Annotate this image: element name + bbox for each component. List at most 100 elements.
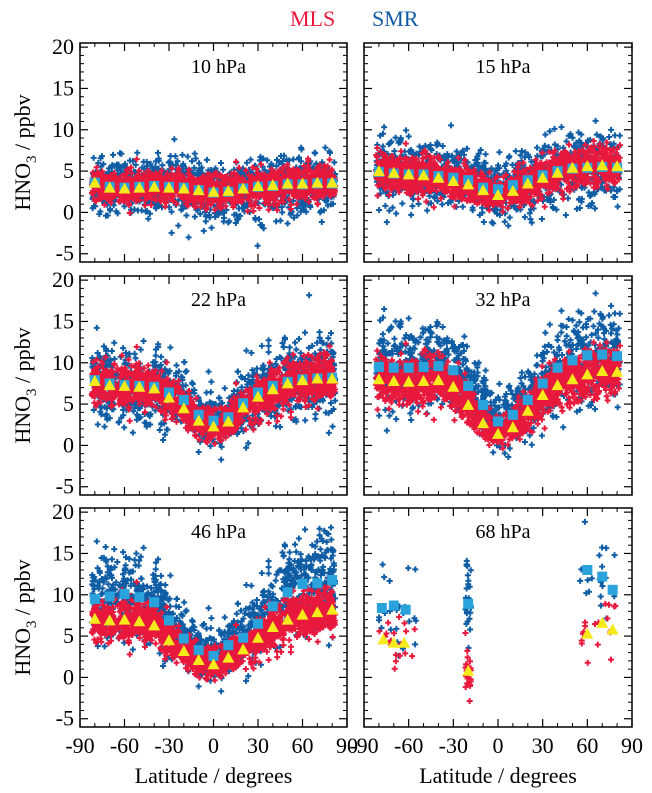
y-axis-title: HNO3 / ppbv (10, 94, 40, 210)
smr-point (194, 206, 201, 213)
mls-point (168, 165, 175, 172)
smr-point (597, 133, 604, 140)
mls-point (280, 190, 287, 197)
smr-point (290, 214, 297, 221)
mls-point (175, 170, 182, 177)
mls-point (538, 195, 545, 202)
mls-point (157, 198, 164, 205)
smr-point (179, 151, 186, 158)
smr-point (317, 209, 324, 216)
smr-point (284, 220, 291, 227)
smr-point (172, 153, 179, 160)
mls-mean-marker (296, 177, 309, 189)
smr-point (126, 157, 133, 164)
smr-point (116, 150, 123, 157)
smr-point (549, 204, 556, 211)
smr-point (399, 200, 406, 207)
smr-point (203, 156, 210, 163)
smr-point (256, 157, 263, 164)
mls-point (452, 195, 459, 202)
smr-point (232, 219, 239, 226)
smr-point (482, 151, 489, 158)
smr-point (409, 203, 416, 210)
smr-point (302, 202, 309, 209)
legend: MLS SMR (290, 6, 419, 31)
smr-point (134, 207, 141, 214)
smr-point (183, 212, 190, 219)
mls-point (272, 197, 279, 204)
smr-point (405, 133, 412, 140)
smr-point (142, 208, 149, 215)
smr-point (196, 160, 203, 167)
mls-point (186, 172, 193, 179)
smr-point (90, 154, 97, 161)
smr-point (573, 139, 580, 146)
mls-point (301, 195, 308, 202)
smr-point (562, 212, 569, 219)
mls-point (384, 154, 391, 161)
mls-point (294, 171, 301, 178)
plot-area (372, 117, 624, 229)
smr-point (235, 215, 242, 222)
smr-point (233, 211, 240, 218)
smr-point (235, 205, 242, 212)
smr-point (145, 215, 152, 222)
mls-point (256, 204, 263, 211)
smr-point (102, 212, 109, 219)
mls-point (551, 147, 558, 154)
smr-point (441, 154, 448, 161)
smr-point (191, 164, 198, 171)
mls-point (121, 177, 128, 184)
mls-point (211, 206, 218, 213)
mls-point (101, 201, 108, 208)
smr-point (290, 156, 297, 163)
smr-point (565, 132, 572, 139)
mls-point (236, 164, 243, 171)
smr-point (326, 148, 333, 155)
mls-point (262, 191, 269, 198)
panel-pressure-label: 10 hPa (191, 56, 246, 78)
smr-point (89, 205, 96, 212)
smr-point (389, 204, 396, 211)
mls-mean-marker (237, 182, 250, 194)
smr-point (155, 165, 162, 172)
mls-mean-marker (192, 184, 205, 196)
smr-point (318, 219, 325, 226)
smr-point (140, 158, 147, 165)
smr-point (526, 210, 533, 217)
mls-point (296, 194, 303, 201)
smr-point (200, 227, 207, 234)
mls-point (256, 173, 263, 180)
smr-point (286, 157, 293, 164)
smr-point (558, 124, 565, 131)
smr-point (464, 145, 471, 152)
mls-point (304, 168, 311, 175)
mls-point (230, 178, 237, 185)
smr-point (243, 159, 250, 166)
smr-point (386, 207, 393, 214)
mls-point (268, 166, 275, 173)
mls-point (158, 167, 165, 174)
mls-point (89, 189, 96, 196)
smr-point (295, 156, 302, 163)
mls-point (145, 189, 152, 196)
mls-point (173, 200, 180, 207)
mls-point (311, 195, 318, 202)
mls-point (148, 202, 155, 209)
smr-point (553, 206, 560, 213)
mls-point (388, 187, 395, 194)
mls-point (118, 196, 125, 203)
smr-point (550, 196, 557, 203)
smr-point (461, 151, 468, 158)
mls-point (234, 174, 241, 181)
mls-point (102, 174, 109, 181)
smr-point (469, 207, 476, 214)
smr-point (273, 162, 280, 169)
smr-point (403, 127, 410, 134)
mls-point (164, 170, 171, 177)
smr-point (546, 128, 553, 135)
smr-point (528, 219, 535, 226)
mls-point (250, 208, 257, 215)
mls-mean-marker (266, 179, 279, 191)
smr-point (185, 234, 192, 241)
